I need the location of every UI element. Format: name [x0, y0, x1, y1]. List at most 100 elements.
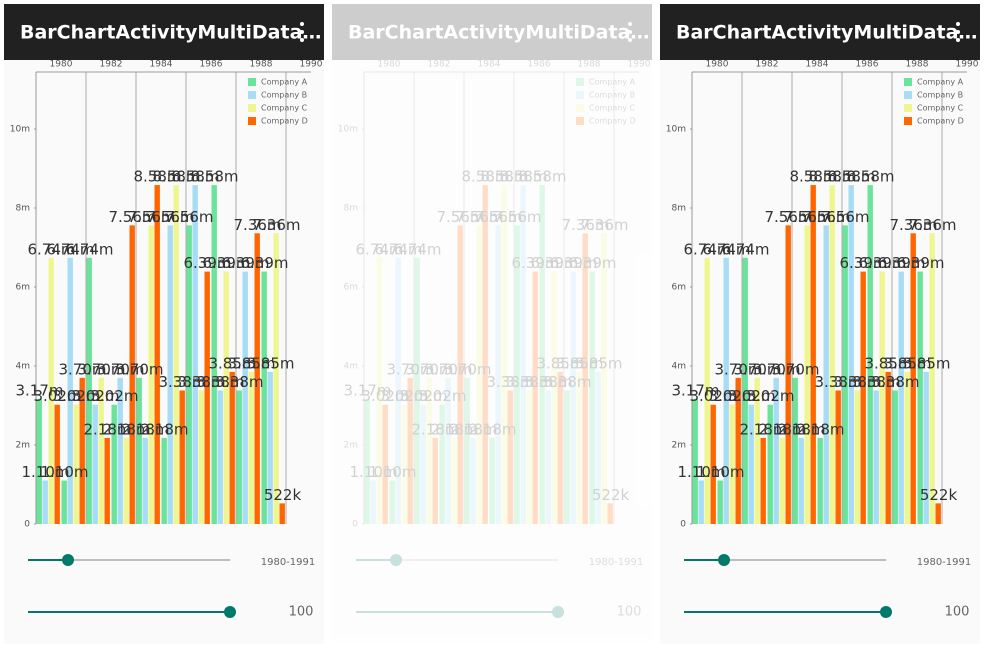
bar	[798, 437, 804, 524]
x-tick-label: 1984	[478, 60, 501, 70]
bar	[551, 271, 557, 524]
bar	[754, 377, 760, 524]
x-tick-label: 1986	[200, 60, 223, 70]
bar	[848, 185, 854, 524]
bar	[867, 185, 873, 524]
value-label: 522k	[264, 486, 302, 504]
value-label: 1.10m	[368, 463, 416, 481]
bar	[495, 225, 501, 524]
value-label: 3.85m	[246, 354, 294, 372]
x-tick-label: 1986	[528, 60, 551, 70]
bar	[917, 271, 923, 524]
bar	[748, 404, 754, 524]
overflow-menu[interactable]	[628, 22, 632, 42]
seekbar-thumb[interactable]	[62, 554, 74, 566]
value-label: 6.74m	[374, 240, 422, 258]
y-tick-label: 8m	[672, 204, 687, 214]
seekbar-thumb[interactable]	[390, 554, 402, 566]
bar	[186, 225, 192, 524]
overflow-menu[interactable]	[956, 22, 960, 42]
bar	[154, 185, 160, 524]
legend-label: Company C	[589, 104, 636, 113]
bar	[79, 377, 85, 524]
value-label: 2.18m	[430, 420, 478, 438]
value-label: 7.56m	[127, 208, 175, 226]
value-label: 1.10m	[677, 463, 725, 481]
value-label: 6.39m	[511, 254, 559, 272]
bar	[842, 225, 848, 524]
value-label: 6.74m	[702, 240, 750, 258]
range-seekbar[interactable]	[684, 554, 886, 566]
seekbar-thumb[interactable]	[880, 606, 892, 618]
range-seekbar[interactable]	[28, 554, 230, 566]
bar	[236, 390, 242, 524]
legend-label: Company B	[589, 91, 635, 100]
value-label: 3.02m	[746, 387, 794, 405]
value-label: 6.74m	[355, 240, 403, 258]
value-label: 2.18m	[796, 420, 844, 438]
seekbar-thumb[interactable]	[552, 606, 564, 618]
legend-swatch	[576, 104, 584, 112]
bar	[179, 390, 185, 524]
bar-chart: 1980 1982 1984 1986 1988 1990 0 2m 4m 6m 8m 10m 3.17…	[338, 60, 651, 530]
bar	[248, 371, 254, 524]
bar	[520, 185, 526, 524]
value-label: 8.58m	[171, 168, 219, 186]
value-label: 3.70m	[443, 360, 491, 378]
bar	[710, 404, 716, 524]
app-bar	[660, 4, 980, 60]
value-label: 3.70m	[96, 360, 144, 378]
bar	[389, 480, 395, 524]
value-label: 3.38m	[871, 373, 919, 391]
value-label: 2.18m	[468, 420, 516, 438]
x-tick-label: 1986	[856, 60, 879, 70]
bar	[420, 404, 426, 524]
bar	[735, 377, 741, 524]
legend-label: Company B	[917, 91, 963, 100]
count-seekbar[interactable]	[356, 606, 564, 618]
bar	[482, 185, 488, 524]
count-seekbar[interactable]	[28, 606, 236, 618]
value-label: 8.58m	[846, 168, 894, 186]
count-seekbar[interactable]	[684, 606, 892, 618]
bar	[204, 271, 210, 524]
bar	[98, 377, 104, 524]
bar	[810, 185, 816, 524]
legend-label: Company D	[261, 117, 308, 126]
bar	[407, 377, 413, 524]
bar	[835, 390, 841, 524]
bar	[823, 225, 829, 524]
bar	[829, 185, 835, 524]
x-tick-label: 1990	[956, 60, 979, 70]
value-label: 7.36m	[889, 216, 937, 234]
seekbar-thumb[interactable]	[718, 554, 730, 566]
bar	[564, 390, 570, 524]
value-label: 1.10m	[21, 463, 69, 481]
value-label: 8.58m	[190, 168, 238, 186]
value-label: 6.74m	[683, 240, 731, 258]
bar	[395, 257, 401, 524]
bar	[173, 185, 179, 524]
bar	[73, 404, 79, 524]
value-label: 6.39m	[240, 254, 288, 272]
x-tick-label: 1982	[428, 60, 451, 70]
app-bar-title: BarChartActivityMultiData…	[20, 22, 321, 44]
value-label: 3.17m	[343, 381, 391, 399]
bar	[136, 377, 142, 524]
bar	[370, 480, 376, 524]
value-label: 3.38m	[177, 373, 225, 391]
value-label: 7.56m	[474, 208, 522, 226]
seekbar-thumb[interactable]	[224, 606, 236, 618]
value-label: 3.70m	[77, 360, 125, 378]
overflow-menu[interactable]	[300, 22, 304, 42]
bar	[464, 377, 470, 524]
value-label: 2.18m	[102, 420, 150, 438]
bar	[817, 437, 823, 524]
bar	[589, 271, 595, 524]
value-label: 3.02m	[727, 387, 775, 405]
bar	[717, 480, 723, 524]
bar	[723, 257, 729, 524]
menu-dot	[628, 22, 632, 26]
menu-dot	[300, 38, 304, 42]
range-seekbar[interactable]	[356, 554, 558, 566]
